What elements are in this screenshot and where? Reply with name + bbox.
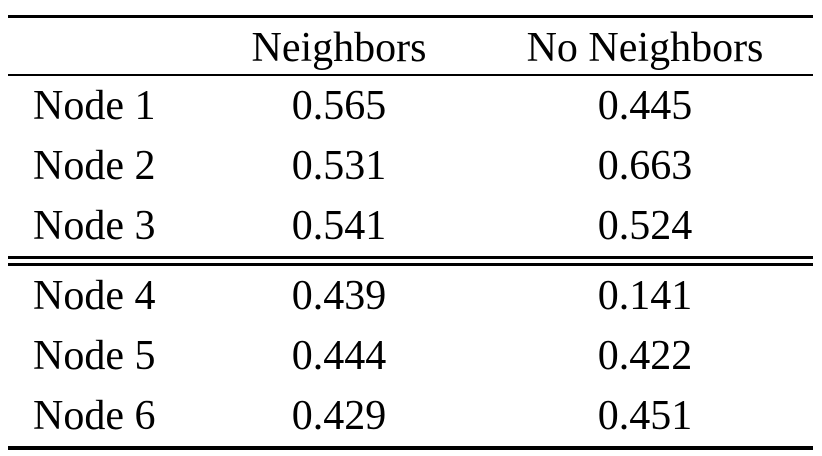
- no-neighbors-value: 0.451: [597, 393, 693, 439]
- header-neighbors: Neighbors: [251, 25, 427, 71]
- no-neighbors-value: 0.141: [597, 273, 693, 319]
- no-neighbors-value: 0.663: [597, 143, 693, 189]
- table-group-1: Node 1 0.565 0.445 Node 2 0.531 0.663 No…: [8, 76, 813, 256]
- neighbors-value: 0.444: [291, 333, 387, 379]
- header-no-neighbors: No Neighbors: [526, 25, 764, 71]
- no-neighbors-value: 0.445: [597, 83, 693, 129]
- neighbors-value: 0.541: [291, 203, 387, 249]
- no-neighbors-value: 0.422: [597, 333, 693, 379]
- table-group-2: Node 4 0.439 0.141 Node 5 0.444 0.422 No…: [8, 266, 813, 446]
- table-header-row: Neighbors No Neighbors: [8, 18, 813, 74]
- table-row: Node 4 0.439 0.141: [8, 266, 813, 326]
- neighbors-value: 0.439: [291, 273, 387, 319]
- row-label: Node 3: [33, 203, 156, 249]
- neighbors-value: 0.531: [291, 143, 387, 189]
- header-bottom-rule: [8, 74, 813, 76]
- table-bottom-rule: [8, 446, 813, 450]
- results-table: Neighbors No Neighbors Node 1 0.565 0.44…: [8, 15, 813, 450]
- table-row: Node 1 0.565 0.445: [8, 76, 813, 136]
- neighbors-value: 0.429: [291, 393, 387, 439]
- table-row: Node 3 0.541 0.524: [8, 196, 813, 256]
- row-label: Node 1: [33, 83, 156, 129]
- table-row: Node 2 0.531 0.663: [8, 136, 813, 196]
- table-row: Node 6 0.429 0.451: [8, 386, 813, 446]
- row-label: Node 5: [33, 333, 156, 379]
- no-neighbors-value: 0.524: [597, 203, 693, 249]
- group-separator-double-rule: [8, 256, 813, 266]
- table-top-rule: [8, 15, 813, 18]
- neighbors-value: 0.565: [291, 83, 387, 129]
- table-row: Node 5 0.444 0.422: [8, 326, 813, 386]
- row-label: Node 2: [33, 143, 156, 189]
- row-label: Node 4: [33, 273, 156, 319]
- row-label: Node 6: [33, 393, 156, 439]
